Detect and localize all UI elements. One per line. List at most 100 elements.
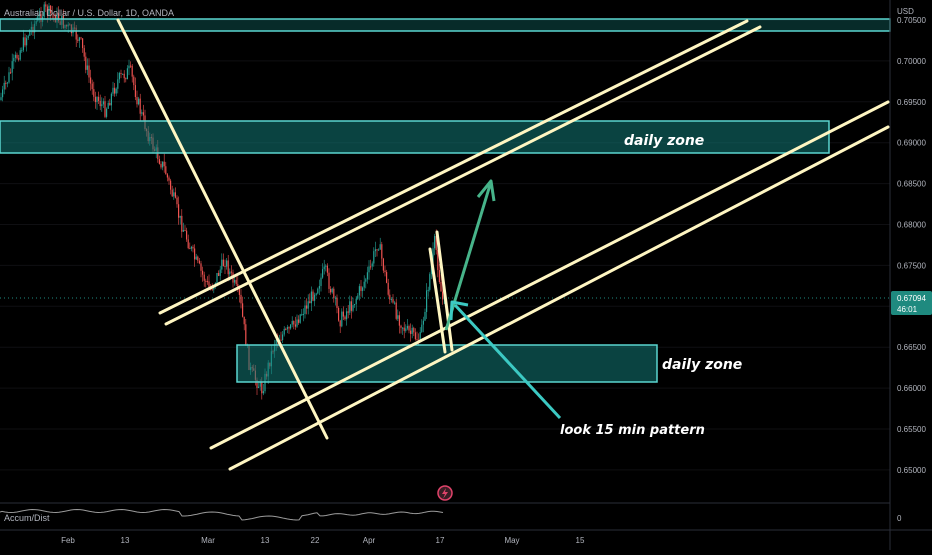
- candle-body: [346, 311, 348, 320]
- price-tick-label: 0.70000: [897, 57, 926, 66]
- candle-body: [74, 27, 76, 29]
- candle-body: [426, 290, 428, 312]
- candle-body: [320, 277, 322, 287]
- candle-body: [291, 321, 293, 325]
- candle-body: [245, 324, 247, 346]
- candle-body: [440, 282, 442, 292]
- trend-lines[interactable]: [116, 18, 890, 471]
- candle-body: [117, 79, 119, 89]
- candle-body: [218, 272, 220, 276]
- indicator-name: Accum/Dist: [4, 513, 50, 523]
- candle-body: [99, 100, 101, 107]
- candle-body: [326, 265, 328, 273]
- candle-body: [16, 54, 18, 59]
- candle-body: [355, 298, 357, 305]
- candle-body: [198, 260, 200, 264]
- candle-body: [142, 112, 144, 116]
- candle-body: [360, 286, 362, 291]
- candle-body: [222, 259, 224, 267]
- candle-body: [411, 327, 413, 334]
- candle-body: [40, 14, 42, 22]
- candle-body: [174, 192, 176, 198]
- candle-body: [158, 159, 160, 164]
- candle-body: [171, 189, 173, 197]
- candle-body: [6, 82, 8, 84]
- candle-body: [424, 311, 426, 321]
- candle-body: [400, 325, 402, 328]
- candle-body: [203, 274, 205, 281]
- lower-daily-zone[interactable]: [236, 344, 658, 383]
- candle-body: [136, 97, 138, 105]
- candle-body: [237, 284, 239, 288]
- upper-channel-line-1[interactable]: [158, 19, 749, 315]
- candle-body: [398, 315, 400, 326]
- candle-body: [302, 313, 304, 315]
- candle-body: [32, 26, 34, 33]
- candle-body: [112, 87, 114, 94]
- flag-line-right[interactable]: [435, 230, 454, 352]
- candle-body: [243, 316, 245, 325]
- candle-body: [405, 328, 407, 331]
- candle-body: [238, 287, 240, 295]
- candle-body: [323, 266, 325, 270]
- candle-body: [14, 54, 16, 58]
- projection-arrow[interactable]: [444, 179, 496, 331]
- candle-body: [394, 302, 396, 304]
- candle-body: [10, 72, 12, 74]
- candle-body: [349, 301, 351, 313]
- candle-body: [304, 305, 306, 314]
- candle-body: [34, 23, 36, 33]
- lower-channel-line-2[interactable]: [228, 125, 890, 471]
- price-tick-label: 0.65000: [897, 466, 926, 475]
- candle-body: [330, 288, 332, 293]
- candle-body: [408, 326, 410, 331]
- candle-body: [184, 230, 186, 232]
- candle-body: [301, 314, 303, 316]
- candle-body: [421, 324, 423, 333]
- price-tick-label: 0.68500: [897, 180, 926, 189]
- lower-channel-line-1[interactable]: [209, 100, 890, 450]
- symbol-title: Australian Dollar / U.S. Dollar, 1D, OAN…: [4, 8, 174, 18]
- candle-body: [370, 266, 372, 268]
- candle-body: [125, 78, 127, 80]
- candle-body: [333, 288, 335, 298]
- pointer-arrow[interactable]: [449, 300, 562, 420]
- candle-body: [80, 37, 82, 39]
- time-tick-label: Apr: [363, 536, 376, 545]
- candle-body: [93, 89, 95, 97]
- time-axis[interactable]: Feb 13 Mar 13 22 Apr 17 May 15: [61, 536, 585, 545]
- upper-channel-line-2[interactable]: [164, 25, 762, 326]
- candle-body: [298, 319, 300, 323]
- candle-body: [397, 315, 399, 319]
- candle-body: [205, 280, 207, 282]
- descending-trend-line[interactable]: [116, 18, 329, 440]
- candle-body: [386, 272, 388, 283]
- candle-body: [357, 295, 359, 299]
- candle-body: [61, 15, 63, 25]
- flag-line-left[interactable]: [428, 247, 447, 354]
- candle-body: [104, 101, 106, 117]
- candle-body: [258, 386, 260, 388]
- candle-body: [139, 98, 141, 114]
- candle-body: [307, 301, 309, 309]
- candle-body: [419, 332, 421, 341]
- candle-body: [53, 14, 55, 16]
- candle-body: [376, 249, 378, 251]
- candle-body: [106, 108, 108, 117]
- candle-body: [182, 230, 184, 232]
- candle-body: [83, 48, 85, 57]
- candle-body: [208, 281, 210, 288]
- candle-body: [339, 320, 341, 327]
- candle-body: [2, 89, 4, 98]
- candle-body: [86, 65, 88, 70]
- candle-body: [56, 13, 58, 23]
- candle-body: [390, 299, 392, 301]
- upper-daily-zone[interactable]: [0, 120, 830, 154]
- candle-body: [434, 235, 436, 249]
- lightning-icon[interactable]: [437, 485, 453, 501]
- candle-body: [168, 177, 170, 181]
- candle-body: [126, 68, 128, 80]
